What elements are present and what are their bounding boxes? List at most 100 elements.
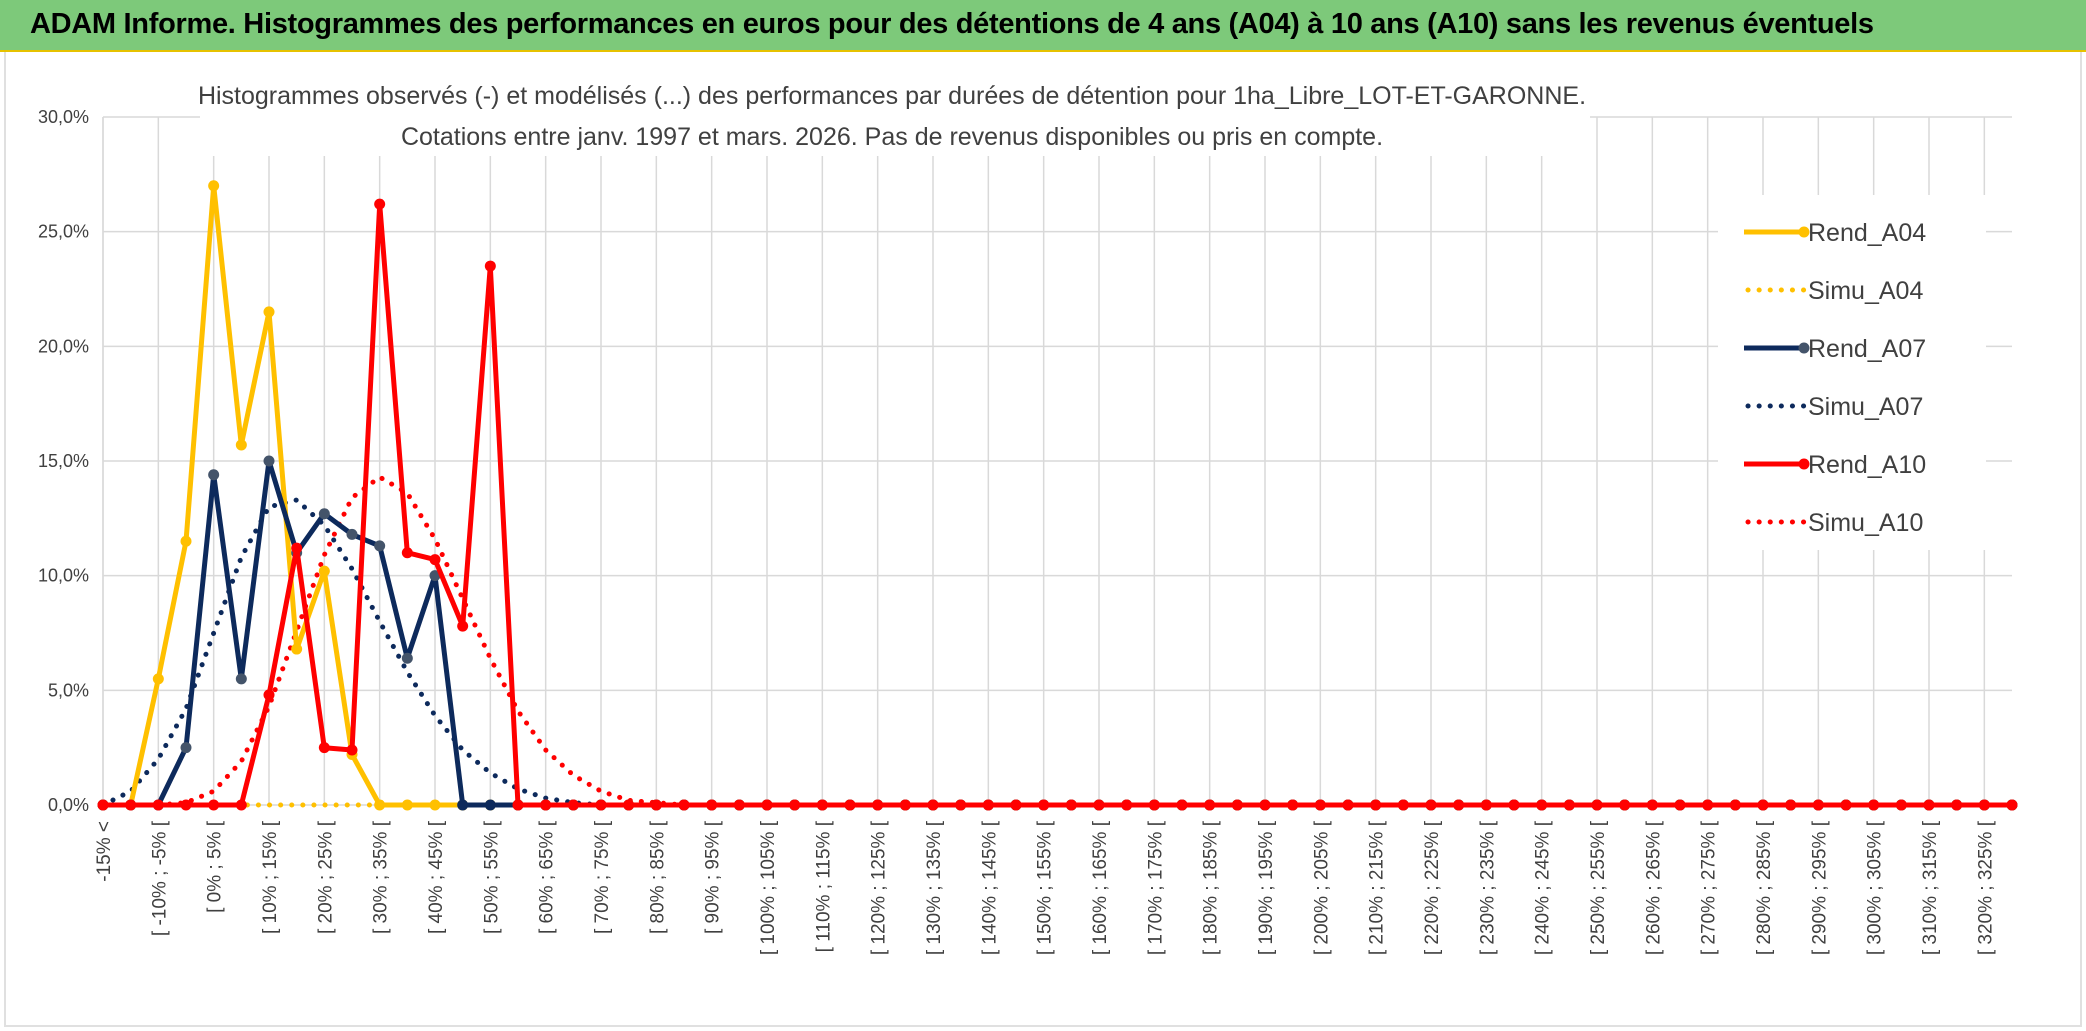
x-tick-label: [ 300% ; 305% [	[1865, 820, 1886, 955]
data-point	[429, 799, 441, 811]
data-point	[2006, 799, 2018, 811]
report-title: ADAM Informe. Histogrammes des performan…	[30, 8, 1874, 40]
data-point	[1536, 799, 1548, 811]
x-tick-label: [ 200% ; 205% [	[1311, 820, 1332, 955]
x-tick-label: [ 250% ; 255% [	[1588, 820, 1609, 955]
data-point	[1397, 799, 1409, 811]
data-point	[1563, 799, 1575, 811]
data-point	[1453, 799, 1465, 811]
report-banner: ADAM Informe. Histogrammes des performan…	[0, 0, 2086, 52]
data-point	[429, 570, 441, 582]
data-point	[899, 799, 911, 811]
series-lines	[97, 180, 2018, 811]
data-point	[761, 799, 773, 811]
x-tick-label: [ 30% ; 35% [	[371, 820, 392, 934]
data-point	[1370, 799, 1382, 811]
x-tick-label: [ -10% ; -5% [	[149, 820, 170, 936]
data-point	[152, 673, 164, 685]
x-tick-label: [ 240% ; 245% [	[1533, 820, 1554, 955]
x-tick-label: [ 150% ; 155% [	[1035, 820, 1056, 955]
data-point	[872, 799, 884, 811]
x-tick-label: [ 210% ; 215% [	[1367, 820, 1388, 955]
data-point	[706, 799, 718, 811]
x-tick-label: -15% <	[94, 821, 115, 882]
chart-frame	[4, 52, 2082, 1027]
x-tick-label: [ 70% ; 75% [	[592, 820, 613, 934]
y-tick-label: 5,0%	[48, 680, 89, 700]
data-point	[401, 652, 413, 664]
data-point	[208, 469, 220, 481]
x-tick-label: [ 320% ; 325% [	[1975, 820, 1996, 955]
data-point	[982, 799, 994, 811]
data-point	[623, 799, 635, 811]
legend-box	[1718, 195, 1986, 550]
data-point	[595, 799, 607, 811]
series-line	[103, 201, 2012, 808]
legend-item-rend-a10: Rend_A10	[1744, 451, 1926, 479]
data-point	[1010, 799, 1022, 811]
data-point	[180, 799, 192, 811]
legend-item-simu-a04: Simu_A04	[1745, 277, 1923, 305]
data-point	[789, 799, 801, 811]
data-point	[733, 799, 745, 811]
data-point	[263, 689, 275, 701]
legend-item-simu-a10: Simu_A10	[1745, 509, 1923, 537]
chart-titles: Histogrammes observés (-) et modélisés (…	[198, 76, 1590, 156]
x-tick-label: [ 140% ; 145% [	[979, 820, 1000, 955]
legend-item-rend-a07: Rend_A07	[1744, 335, 1926, 363]
data-point	[374, 198, 386, 210]
data-point	[1231, 799, 1243, 811]
data-point	[1065, 799, 1077, 811]
data-point	[263, 455, 275, 467]
data-point	[955, 799, 967, 811]
chart-title: Histogrammes observés (-) et modélisés (…	[198, 82, 1586, 110]
legend: Rend_A04 Simu_A04 Rend_A07 Simu_A07 Rend_A10…	[1718, 195, 1986, 550]
legend-marker	[1798, 458, 1810, 470]
data-point	[457, 620, 469, 632]
data-point	[374, 540, 386, 552]
legend-label: Simu_A10	[1808, 509, 1923, 537]
data-point	[1121, 799, 1133, 811]
data-point	[318, 508, 330, 520]
x-axis-ticks: -15% < [ -10% ; -5% [[ 0% ; 5% [[ 10% ; 1…	[94, 820, 1996, 955]
data-point	[1591, 799, 1603, 811]
data-point	[1895, 799, 1907, 811]
legend-marker	[1798, 226, 1810, 238]
x-tick-label: [ 170% ; 175% [	[1145, 820, 1166, 955]
x-tick-label: [ 40% ; 45% [	[426, 820, 447, 934]
data-point	[1729, 799, 1741, 811]
data-point	[429, 554, 441, 566]
legend-label: Rend_A07	[1808, 335, 1926, 363]
x-tick-label: [ 60% ; 65% [	[537, 820, 558, 934]
y-axis-ticks: 0,0% 5,0% 10,0% 15,0% 20,0% 25,0% 30,0%	[38, 107, 89, 815]
data-point	[318, 565, 330, 577]
series-rend-a10	[97, 198, 2018, 811]
x-tick-label: [ 220% ; 225% [	[1422, 820, 1443, 955]
data-point	[678, 799, 690, 811]
legend-label: Simu_A04	[1808, 277, 1923, 305]
data-point	[1314, 799, 1326, 811]
x-tick-label: [ 270% ; 275% [	[1699, 820, 1720, 955]
data-point	[291, 542, 303, 554]
data-point	[318, 742, 330, 754]
data-point	[457, 799, 469, 811]
data-point	[1176, 799, 1188, 811]
data-point	[1674, 799, 1686, 811]
y-tick-label: 10,0%	[38, 566, 89, 586]
data-point	[1702, 799, 1714, 811]
data-point	[1259, 799, 1271, 811]
data-point	[567, 799, 579, 811]
x-tick-label: [ 310% ; 315% [	[1920, 820, 1941, 955]
legend-label: Simu_A07	[1808, 393, 1923, 421]
x-tick-label: [ 110% ; 115% [	[813, 820, 834, 952]
data-point	[346, 744, 358, 756]
data-point	[401, 547, 413, 559]
x-tick-label: [ 50% ; 55% [	[481, 820, 502, 934]
x-tick-label: [ 130% ; 135% [	[924, 820, 945, 955]
data-point	[1646, 799, 1658, 811]
x-tick-label: [ 290% ; 295% [	[1809, 820, 1830, 955]
x-tick-label: [ 120% ; 125% [	[869, 820, 890, 955]
data-point	[235, 673, 247, 685]
data-point	[1204, 799, 1216, 811]
